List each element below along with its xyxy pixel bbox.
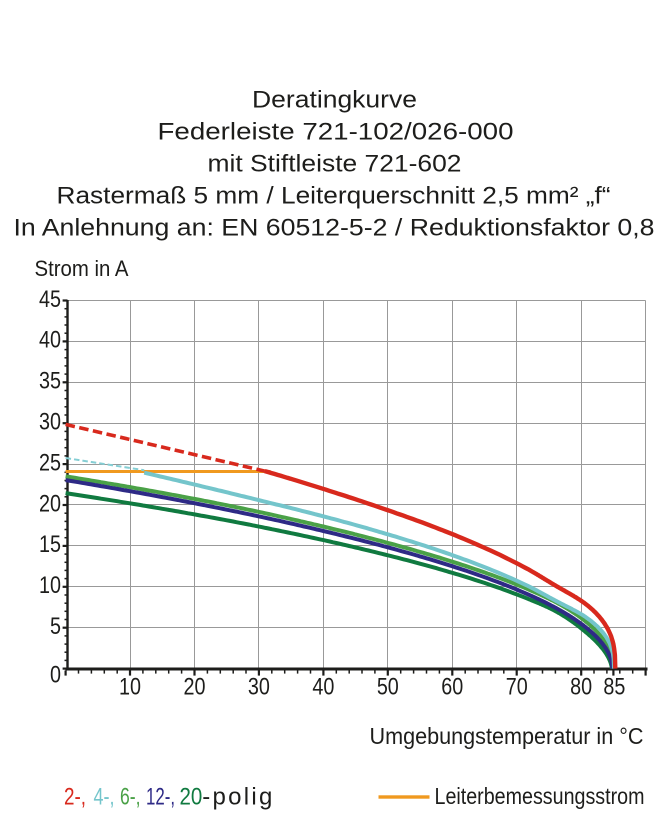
svg-text:10: 10 bbox=[39, 572, 61, 599]
svg-text:45: 45 bbox=[39, 286, 61, 313]
svg-text:40: 40 bbox=[312, 674, 334, 701]
svg-text:5: 5 bbox=[50, 613, 61, 640]
svg-text:-polig: -polig bbox=[202, 784, 272, 811]
svg-text:15: 15 bbox=[39, 531, 61, 558]
svg-text:Umgebungstemperatur in °C: Umgebungstemperatur in °C bbox=[370, 723, 644, 749]
svg-text:Strom in A: Strom in A bbox=[35, 256, 129, 281]
svg-text:10: 10 bbox=[119, 674, 141, 701]
svg-text:25: 25 bbox=[39, 449, 61, 476]
svg-text:In Anlehnung an: EN 60512-5-2: In Anlehnung an: EN 60512-5-2 / Reduktio… bbox=[14, 215, 655, 242]
svg-text:20: 20 bbox=[180, 784, 203, 811]
svg-text:20: 20 bbox=[39, 490, 61, 517]
svg-text:50: 50 bbox=[377, 674, 399, 701]
svg-text:12-,: 12-, bbox=[146, 784, 175, 811]
svg-text:30: 30 bbox=[248, 674, 270, 701]
svg-text:20: 20 bbox=[183, 674, 205, 701]
svg-text:80: 80 bbox=[570, 674, 592, 701]
svg-text:Federleiste 721-102/026-000: Federleiste 721-102/026-000 bbox=[158, 119, 514, 146]
svg-text:Rastermaß 5 mm / Leiterquersch: Rastermaß 5 mm / Leiterquerschnitt 2,5 m… bbox=[57, 183, 611, 210]
svg-text:6-,: 6-, bbox=[120, 784, 141, 811]
svg-text:0: 0 bbox=[50, 662, 61, 689]
svg-text:85: 85 bbox=[603, 674, 625, 701]
svg-text:70: 70 bbox=[506, 674, 528, 701]
svg-text:Leiterbemessungsstrom: Leiterbemessungsstrom bbox=[435, 783, 645, 809]
svg-text:2-,: 2-, bbox=[64, 784, 86, 811]
svg-text:40: 40 bbox=[39, 327, 61, 354]
svg-text:4-,: 4-, bbox=[94, 784, 115, 811]
svg-text:mit Stiftleiste 721-602: mit Stiftleiste 721-602 bbox=[208, 151, 462, 178]
svg-text:30: 30 bbox=[39, 409, 61, 436]
svg-text:Deratingkurve: Deratingkurve bbox=[252, 87, 417, 114]
svg-text:60: 60 bbox=[441, 674, 463, 701]
svg-text:35: 35 bbox=[39, 368, 61, 395]
